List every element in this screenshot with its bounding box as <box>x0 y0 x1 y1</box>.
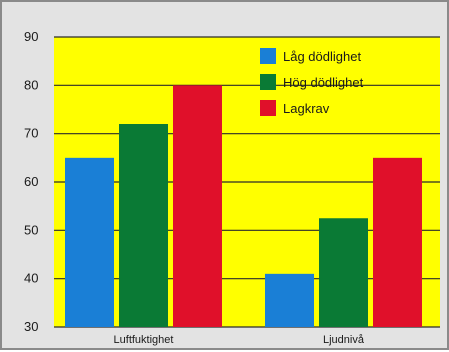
legend-swatch <box>260 48 276 64</box>
bar <box>373 157 422 327</box>
y-tick-label: 30 <box>24 319 38 334</box>
y-tick-label: 40 <box>24 271 38 286</box>
y-tick-label: 50 <box>24 222 38 237</box>
y-tick-label: 60 <box>24 174 38 189</box>
legend-label: Lagkrav <box>283 101 330 116</box>
x-category-label: Luftfuktighet <box>114 334 174 346</box>
bar <box>265 273 314 327</box>
y-tick-label: 70 <box>24 126 38 141</box>
bar <box>119 124 168 327</box>
bar <box>319 218 368 327</box>
y-tick-label: 80 <box>24 77 38 92</box>
legend-label: Låg dödlighet <box>283 49 361 64</box>
x-category-label: Ljudnivå <box>323 334 365 346</box>
legend-swatch <box>260 74 276 90</box>
y-tick-label: 90 <box>24 29 38 44</box>
bar <box>173 85 222 327</box>
legend-label: Hög dödlighet <box>283 75 364 90</box>
legend-swatch <box>260 100 276 116</box>
bar <box>65 157 114 327</box>
